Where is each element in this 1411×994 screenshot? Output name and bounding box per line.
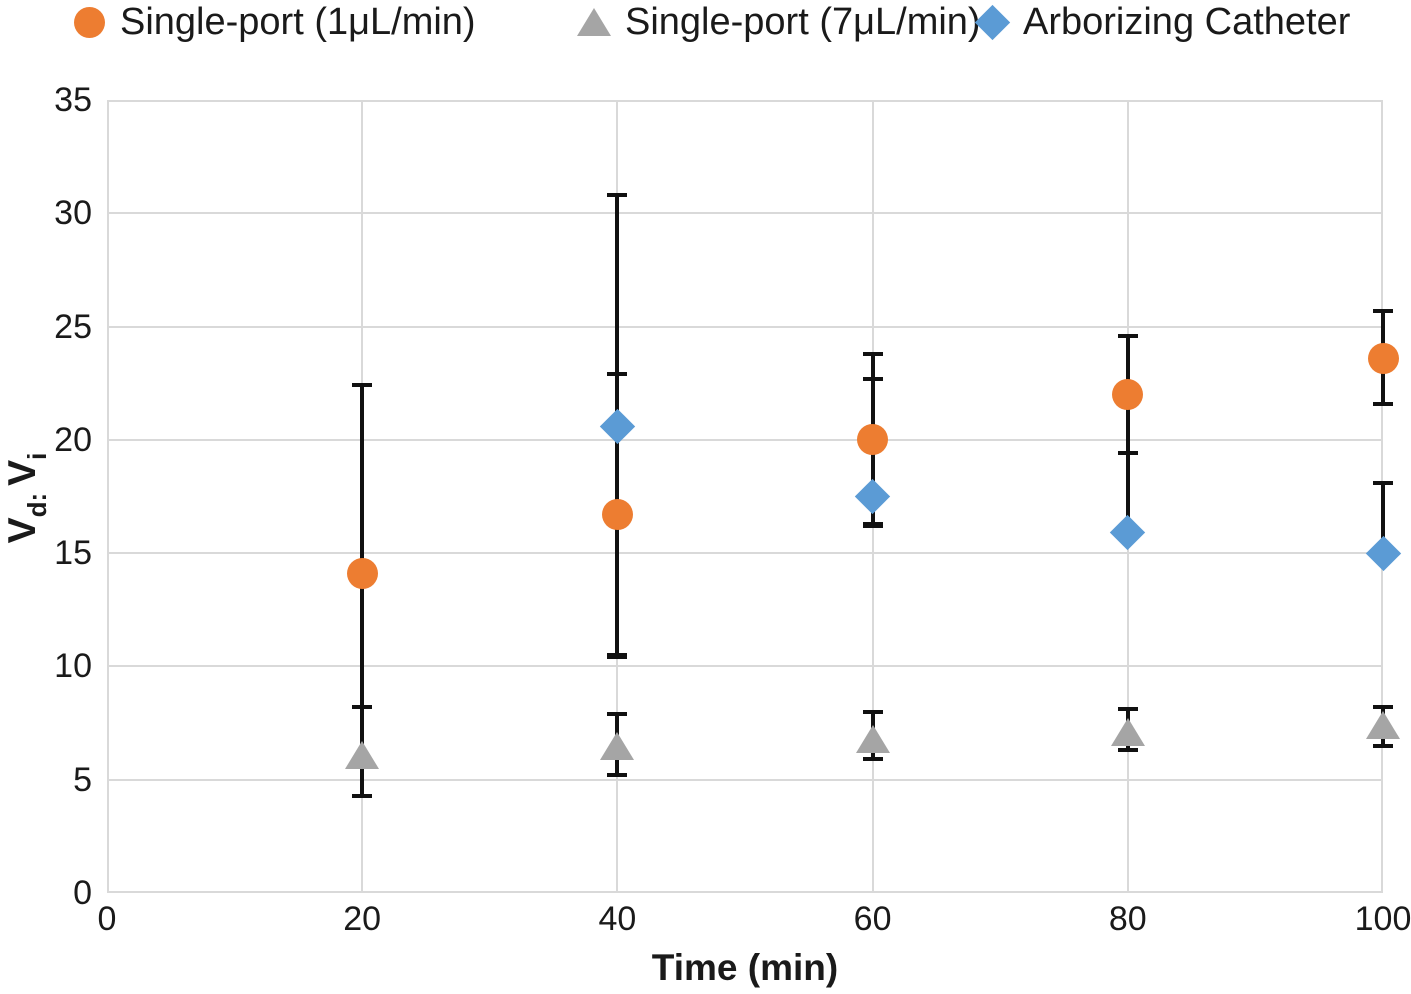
legend-label: Arborizing Catheter	[1023, 1, 1351, 43]
circle-marker-icon	[73, 6, 105, 38]
error-bar-cap	[1117, 707, 1138, 712]
legend-marker-box	[576, 4, 612, 40]
error-bar-cap	[607, 773, 628, 778]
legend-label: Single-port (1μL/min)	[120, 1, 476, 43]
error-bar-cap	[862, 709, 883, 714]
legend-marker-box	[974, 4, 1010, 40]
gridline-y-10	[107, 665, 1383, 668]
error-bar-cap	[352, 705, 373, 710]
y-tick-label-25: 25	[54, 307, 92, 346]
legend-label: Single-port (7μL/min)	[625, 1, 981, 43]
error-bar-cap	[1117, 451, 1138, 456]
error-bar-cap	[862, 757, 883, 762]
plot-area	[107, 100, 1383, 893]
data-point-triangle	[345, 740, 380, 769]
x-tick-label-40: 40	[598, 900, 637, 938]
data-point-circle	[857, 424, 889, 456]
y-tick-label-35: 35	[54, 81, 92, 119]
data-point-circle	[601, 499, 633, 531]
error-bar-cap	[607, 655, 628, 660]
gridline-y-5	[107, 778, 1383, 781]
x-tick-label-100: 100	[1354, 900, 1411, 938]
legend-item-arborizing-catheter: Arborizing Catheter	[974, 0, 1350, 44]
error-bar-cap	[1373, 401, 1393, 406]
data-point-triangle	[600, 731, 635, 760]
data-point-triangle	[1366, 711, 1400, 740]
y-axis-title: Vd:Vi	[1, 453, 53, 544]
error-bar-cap	[1373, 705, 1393, 710]
error-bar-cap	[352, 793, 373, 798]
error-bar-cap	[1117, 748, 1138, 753]
gridline-y-15	[107, 552, 1383, 555]
error-bar-cap	[862, 376, 883, 381]
gridline-y-20	[107, 438, 1383, 441]
data-point-triangle	[855, 724, 890, 753]
y-axis-title-v2: V	[1, 459, 44, 486]
y-tick-label-0: 0	[73, 874, 92, 912]
error-bar-cap	[607, 712, 628, 716]
y-tick-label-20: 20	[54, 420, 92, 459]
error-bar-cap	[862, 523, 883, 528]
legend-item-single-port-7ul: Single-port (7μL/min)	[576, 0, 981, 44]
data-point-circle	[1112, 379, 1144, 411]
y-axis-title-sub1: d:	[22, 492, 52, 518]
y-tick-label-30: 30	[54, 194, 92, 233]
data-point-circle	[1367, 342, 1399, 374]
data-point-triangle	[1110, 718, 1145, 747]
error-bar-cap	[1373, 743, 1393, 748]
legend-item-single-port-1ul: Single-port (1μL/min)	[71, 0, 476, 44]
triangle-marker-icon	[577, 8, 611, 36]
error-bar	[1125, 453, 1130, 533]
x-tick-label-80: 80	[1108, 900, 1147, 938]
error-bar-cap	[607, 193, 628, 198]
error-bar-cap	[862, 351, 883, 356]
data-point-circle	[346, 558, 378, 590]
y-tick-label-10: 10	[54, 647, 92, 686]
gridline-y-30	[107, 212, 1383, 215]
x-tick-label-0: 0	[97, 900, 117, 938]
x-tick-label-60: 60	[853, 900, 892, 938]
x-axis-title: Time (min)	[651, 947, 839, 988]
y-tick-label-5: 5	[73, 760, 92, 799]
diamond-marker-icon	[974, 4, 1010, 40]
x-tick-label-20: 20	[343, 900, 382, 938]
error-bar-cap	[352, 383, 373, 388]
error-bar-cap	[1373, 308, 1393, 313]
y-tick-label-15: 15	[54, 534, 92, 573]
error-bar	[1381, 482, 1385, 554]
error-bar-cap	[862, 521, 883, 526]
gridline-y-25	[107, 325, 1383, 328]
error-bar-cap	[1117, 333, 1138, 338]
legend-marker-box	[71, 4, 107, 40]
error-bar-cap	[1373, 480, 1393, 485]
